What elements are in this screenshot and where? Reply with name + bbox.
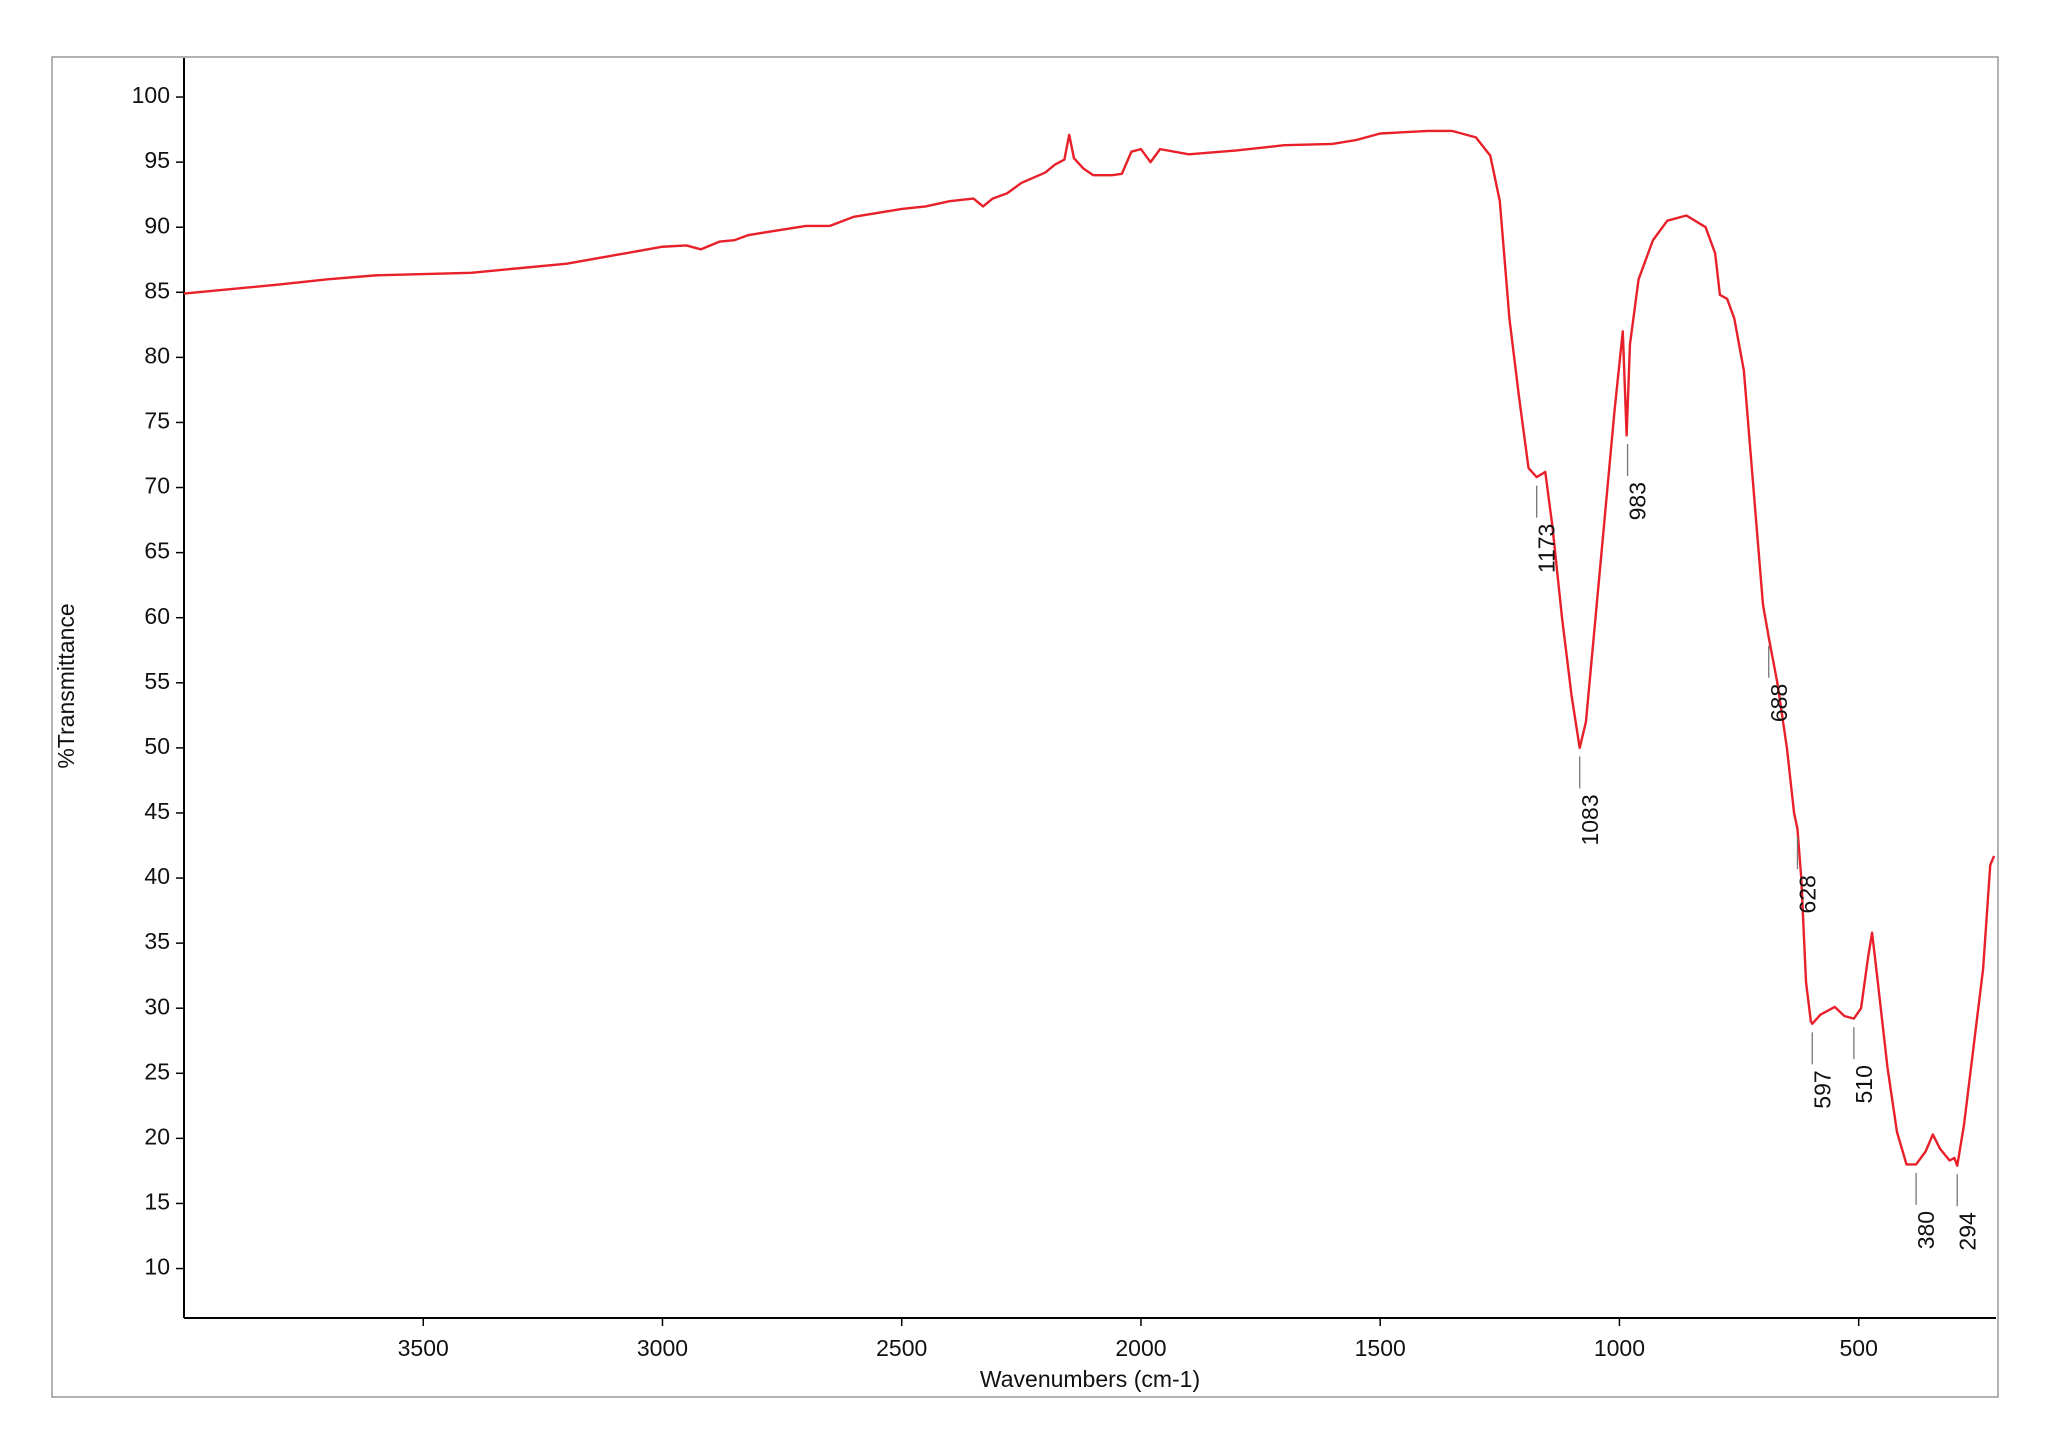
frame [51,56,1999,1398]
y-tick-label: 90 [144,212,170,238]
peak-label: 597 [1809,1070,1835,1108]
x-tick-label: 1000 [1594,1335,1645,1361]
peak-label: 1083 [1577,794,1603,845]
y-tick-label: 15 [144,1189,170,1215]
y-tick-label: 75 [144,408,170,434]
peak-label: 380 [1913,1211,1939,1249]
x-axis-label: Wavenumbers (cm-1) [980,1366,1200,1392]
y-tick-label: 50 [144,733,170,759]
peak-label: 628 [1795,875,1821,913]
y-tick-label: 70 [144,473,170,499]
y-tick-label: 25 [144,1058,170,1084]
peak-label: 1173 [1534,524,1560,573]
y-tick-label: 45 [144,798,170,824]
x-tick-label: 1500 [1355,1335,1406,1361]
x-tick-label: 2000 [1115,1335,1166,1361]
y-tick-label: 85 [144,277,170,303]
peak-label: 983 [1625,482,1651,520]
peak-label: 510 [1851,1065,1877,1103]
y-tick-label: 100 [132,82,170,108]
spectrum-line [183,129,1996,1167]
y-tick-label: 80 [144,342,170,368]
y-tick-label: 40 [144,863,170,889]
y-tick-label: 65 [144,538,170,564]
y-tick-label: 55 [144,668,170,694]
y-tick-label: 60 [144,603,170,629]
y-tick-label: 35 [144,928,170,954]
y-tick-label: 20 [144,1123,170,1149]
x-tick-label: 500 [1839,1335,1877,1361]
x-tick-label: 3000 [637,1335,688,1361]
y-axis-label: %Transmittance [53,603,79,768]
x-tick-label: 3500 [398,1335,449,1361]
peak-label: 688 [1766,684,1792,722]
peak-label: 294 [1954,1212,1980,1251]
y-tick-label: 10 [144,1254,170,1280]
y-tick-label: 30 [144,993,170,1019]
y-tick-label: 95 [144,147,170,173]
x-tick-label: 2500 [876,1335,927,1361]
